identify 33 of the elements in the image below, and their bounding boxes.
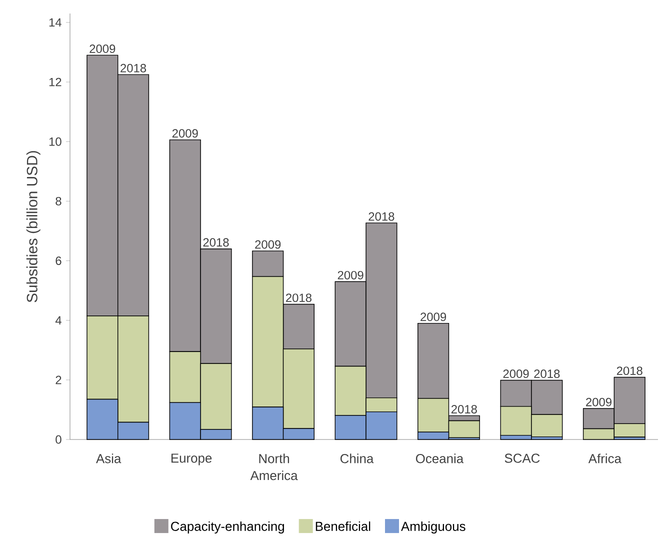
legend-label: Beneficial [316, 521, 370, 531]
annotation: 2009 [503, 370, 529, 378]
annotation: 2018 [120, 64, 146, 72]
y-tick-label: 12 [49, 78, 62, 86]
y-tick-label: 4 [55, 316, 62, 324]
annotation: 2018 [451, 405, 477, 414]
x-tick-label: Oceania [416, 454, 464, 464]
y-tick-label: 6 [56, 256, 62, 265]
y-tick-label: 10 [49, 137, 62, 146]
x-tick-label: Asia [96, 454, 122, 464]
legend-label: Ambiguous [401, 521, 466, 534]
y-tick-label: 0 [56, 435, 62, 444]
annotation: 2009 [172, 129, 198, 138]
annotation: 2018 [286, 294, 312, 302]
annotation: 2018 [534, 370, 560, 378]
x-tick-label: SCAC [504, 454, 540, 463]
y-tick-label: 2 [56, 376, 62, 384]
x-tick-label: China [340, 454, 374, 464]
annotation: 2009 [586, 398, 612, 406]
x-tick-label: Africa [588, 454, 622, 464]
annotation: 2009 [90, 44, 116, 53]
annotation: 2018 [203, 238, 229, 247]
annotation: 2018 [616, 366, 642, 376]
annotation: 2018 [368, 212, 394, 221]
legend-label: Capacity-enhancing [171, 521, 284, 534]
y-axis-title: Subsidies (billion USD) [26, 151, 40, 302]
x-tick-label: Europe [171, 454, 212, 466]
x-tick-label: North America [250, 454, 298, 480]
y-tick-label: 8 [56, 196, 62, 206]
y-tick-label: 14 [49, 18, 62, 27]
annotation: 2009 [420, 312, 446, 322]
annotation: 2009 [338, 270, 364, 280]
annotation: 2009 [255, 240, 281, 249]
